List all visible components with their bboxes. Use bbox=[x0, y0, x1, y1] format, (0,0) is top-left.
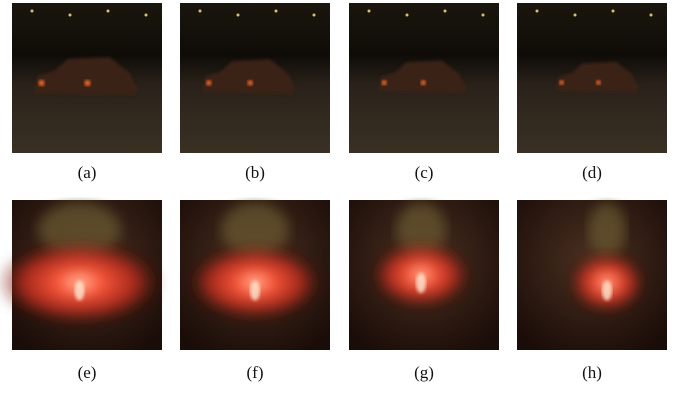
tail-light bbox=[39, 80, 45, 86]
street-light bbox=[107, 10, 110, 13]
figure: (a) (b) (c) (d) (e) (f) (g) (h) bbox=[0, 0, 675, 388]
street-light bbox=[69, 14, 72, 17]
image-panel bbox=[517, 200, 667, 350]
panel-caption: (d) bbox=[582, 163, 602, 182]
street-light bbox=[313, 14, 316, 17]
highlight bbox=[602, 281, 612, 301]
street-light bbox=[444, 10, 447, 13]
street-light bbox=[482, 14, 485, 17]
image-panel bbox=[349, 200, 499, 350]
image-panel bbox=[180, 200, 330, 350]
panel-caption: (h) bbox=[582, 363, 602, 382]
image-panel bbox=[180, 3, 330, 153]
panel-caption: (c) bbox=[415, 163, 434, 182]
street-light bbox=[612, 10, 615, 13]
tail-light bbox=[382, 80, 387, 85]
street-light bbox=[650, 14, 653, 17]
street-light bbox=[368, 10, 371, 13]
street-light bbox=[406, 14, 409, 17]
image-panel bbox=[517, 3, 667, 153]
tail-light bbox=[85, 80, 91, 86]
panel-caption: (g) bbox=[414, 363, 434, 382]
panel-caption: (e) bbox=[78, 363, 97, 382]
tail-light bbox=[559, 80, 564, 85]
tail-light bbox=[421, 80, 426, 85]
image-panel bbox=[349, 3, 499, 153]
panel-caption: (b) bbox=[245, 163, 265, 182]
image-panel bbox=[0, 200, 162, 350]
highlight bbox=[250, 281, 260, 301]
tail-light bbox=[206, 80, 211, 85]
panel-caption: (a) bbox=[78, 163, 97, 182]
street-light bbox=[574, 14, 577, 17]
street-light bbox=[237, 14, 240, 17]
tail-light bbox=[596, 80, 601, 85]
upper-blur bbox=[588, 203, 626, 257]
street-light bbox=[31, 10, 34, 13]
street-light bbox=[275, 10, 278, 13]
image-panel bbox=[12, 3, 162, 153]
highlight bbox=[75, 281, 85, 301]
street-light bbox=[536, 10, 539, 13]
highlight bbox=[416, 273, 426, 293]
page: (a)(b)(c)(d)(e)(f)(g)(h) (() => { const … bbox=[0, 0, 675, 388]
panel-caption: (f) bbox=[247, 363, 264, 382]
street-light bbox=[145, 14, 148, 17]
street-light bbox=[199, 10, 202, 13]
tail-light bbox=[248, 80, 253, 85]
